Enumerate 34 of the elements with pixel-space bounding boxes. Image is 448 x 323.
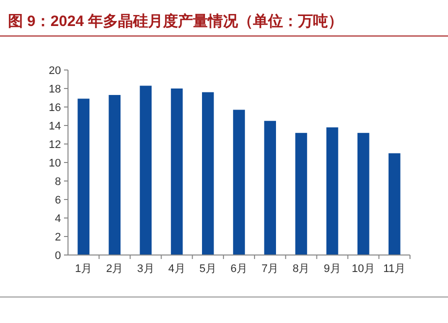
y-tick-label: 8 bbox=[54, 176, 61, 188]
bar bbox=[357, 132, 370, 255]
x-tick-label: 5月 bbox=[199, 263, 216, 275]
x-tick-label: 4月 bbox=[168, 263, 186, 275]
y-tick-label: 4 bbox=[54, 213, 61, 225]
y-tick-label: 20 bbox=[48, 65, 61, 77]
x-tick-label: 9月 bbox=[324, 263, 341, 275]
x-tick-label: 8月 bbox=[292, 263, 310, 275]
x-tick-label: 7月 bbox=[262, 263, 279, 275]
x-tick-label: 6月 bbox=[230, 263, 248, 275]
bar bbox=[326, 127, 338, 255]
x-tick-label: 3月 bbox=[137, 263, 154, 275]
bar bbox=[108, 94, 121, 255]
y-tick-label: 12 bbox=[48, 139, 61, 151]
y-tick-label: 16 bbox=[48, 102, 61, 114]
x-tick-label: 11月 bbox=[383, 263, 406, 275]
y-tick-label: 6 bbox=[54, 194, 61, 206]
y-tick-label: 10 bbox=[48, 158, 61, 170]
bar bbox=[264, 120, 276, 255]
y-tick-label: 18 bbox=[48, 84, 61, 96]
y-tick-label: 2 bbox=[54, 232, 61, 244]
x-tick-label: 10月 bbox=[352, 263, 375, 275]
y-tick-label: 0 bbox=[54, 250, 61, 262]
bar bbox=[202, 92, 214, 255]
bar bbox=[140, 86, 152, 255]
bar bbox=[170, 88, 183, 255]
x-tick-label: 2月 bbox=[106, 263, 124, 275]
bar bbox=[233, 110, 245, 255]
y-tick-label: 14 bbox=[48, 120, 61, 132]
bar bbox=[388, 153, 400, 255]
bar bbox=[295, 132, 308, 255]
x-tick-label: 1月 bbox=[74, 263, 92, 275]
chart-title: 图 9：2024 年多晶硅月度产量情况（单位：万吨） bbox=[8, 12, 344, 30]
bar bbox=[78, 98, 90, 255]
